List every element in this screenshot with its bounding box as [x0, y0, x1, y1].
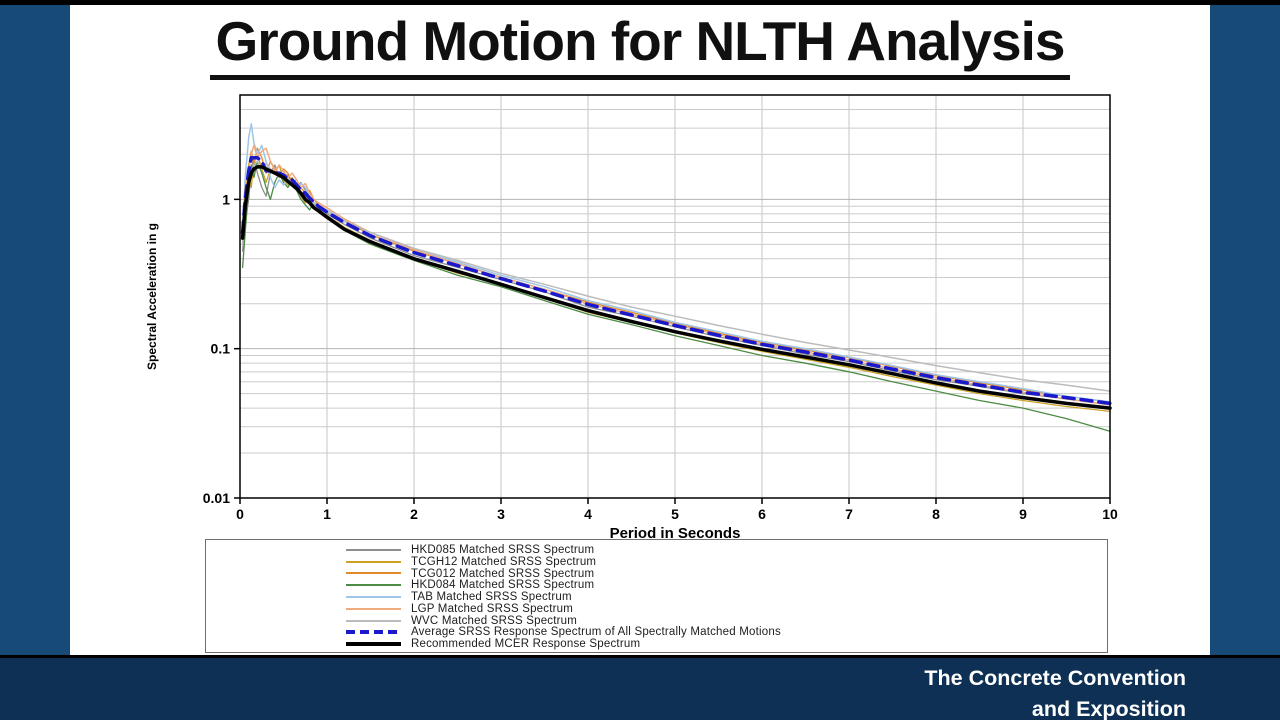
legend-label: TAB Matched SRSS Spectrum [411, 591, 572, 604]
legend-row: TCG012 Matched SRSS Spectrum [206, 568, 1107, 580]
x-tick-label: 5 [671, 506, 679, 522]
presentation-slide: Ground Motion for NLTH Analysis 0 1 2 3 4 5 6 7… [70, 5, 1210, 655]
series-line-4 [241, 123, 1111, 403]
slide-title-wrap: Ground Motion for NLTH Analysis [70, 5, 1210, 80]
footer-line-1: The Concrete Convention [924, 666, 1186, 690]
footer-line-2: and Exposition [1031, 697, 1186, 720]
legend-row: TAB Matched SRSS Spectrum [206, 591, 1107, 603]
footer-banner: The Concrete Convention and Exposition [0, 655, 1280, 720]
legend-label: TCGH12 Matched SRSS Spectrum [411, 555, 597, 568]
legend-line-sample [346, 630, 401, 635]
series-line-6 [241, 160, 1111, 392]
legend-line-sample [346, 596, 401, 599]
legend-label: Average SRSS Response Spectrum of All Sp… [411, 626, 781, 639]
legend-label: Recommended MCER Response Spectrum [411, 638, 641, 651]
series-line-2 [241, 147, 1111, 403]
y-tick-label: 1 [222, 191, 230, 207]
legend-row: WVC Matched SRSS Spectrum [206, 615, 1107, 627]
legend-row: HKD084 Matched SRSS Spectrum [206, 579, 1107, 591]
y-tick-label: 0.01 [203, 490, 230, 506]
series-line-8 [240, 165, 1112, 410]
x-tick-label: 8 [932, 506, 940, 522]
x-tick-label: 7 [845, 506, 853, 522]
legend-line-sample [346, 584, 401, 587]
x-axis-title: Period in Seconds [610, 525, 741, 542]
series-line-5 [241, 144, 1111, 406]
legend-label: WVC Matched SRSS Spectrum [411, 614, 578, 627]
legend-row: TCGH12 Matched SRSS Spectrum [206, 556, 1107, 568]
x-tick-label: 6 [758, 506, 766, 522]
y-axis-title: Spectral Acceleration in g [145, 223, 159, 370]
legend-label: HKD085 Matched SRSS Spectrum [411, 543, 595, 556]
x-tick-label: 2 [410, 506, 418, 522]
x-tick-label: 0 [236, 506, 244, 522]
legend-line-sample [346, 572, 401, 575]
series-line-0 [241, 157, 1111, 406]
legend-row: Recommended MCER Response Spectrum [206, 638, 1107, 650]
legend-label: LGP Matched SRSS Spectrum [411, 602, 574, 615]
spectrum-chart: 0 1 2 3 4 5 6 7 8 9 10 1 0.1 0.01 Period in Seconds Spe… [145, 94, 1118, 542]
y-tick-label: 0.1 [211, 341, 231, 357]
x-tick-label: 4 [584, 506, 592, 522]
legend-row: LGP Matched SRSS Spectrum [206, 603, 1107, 615]
legend-label: HKD084 Matched SRSS Spectrum [411, 579, 595, 592]
legend-line-sample [346, 642, 401, 647]
x-tick-label: 3 [497, 506, 505, 522]
legend-line-sample [346, 607, 401, 610]
x-tick-label: 10 [1102, 506, 1118, 522]
legend-row: HKD085 Matched SRSS Spectrum [206, 544, 1107, 556]
legend-line-sample [346, 560, 401, 563]
legend-line-sample [346, 619, 401, 622]
x-tick-label: 1 [323, 506, 331, 522]
legend-row: Average SRSS Response Spectrum of All Sp… [206, 626, 1107, 639]
legend-line-sample [346, 548, 401, 551]
series-line-7 [240, 155, 1112, 406]
slide-title: Ground Motion for NLTH Analysis [209, 12, 1071, 80]
chart-legend: HKD085 Matched SRSS Spectrum TCGH12 Matc… [205, 539, 1108, 653]
x-tick-label: 9 [1019, 506, 1027, 522]
legend-label: TCG012 Matched SRSS Spectrum [411, 567, 595, 580]
top-letterbox-bar [0, 0, 1280, 5]
